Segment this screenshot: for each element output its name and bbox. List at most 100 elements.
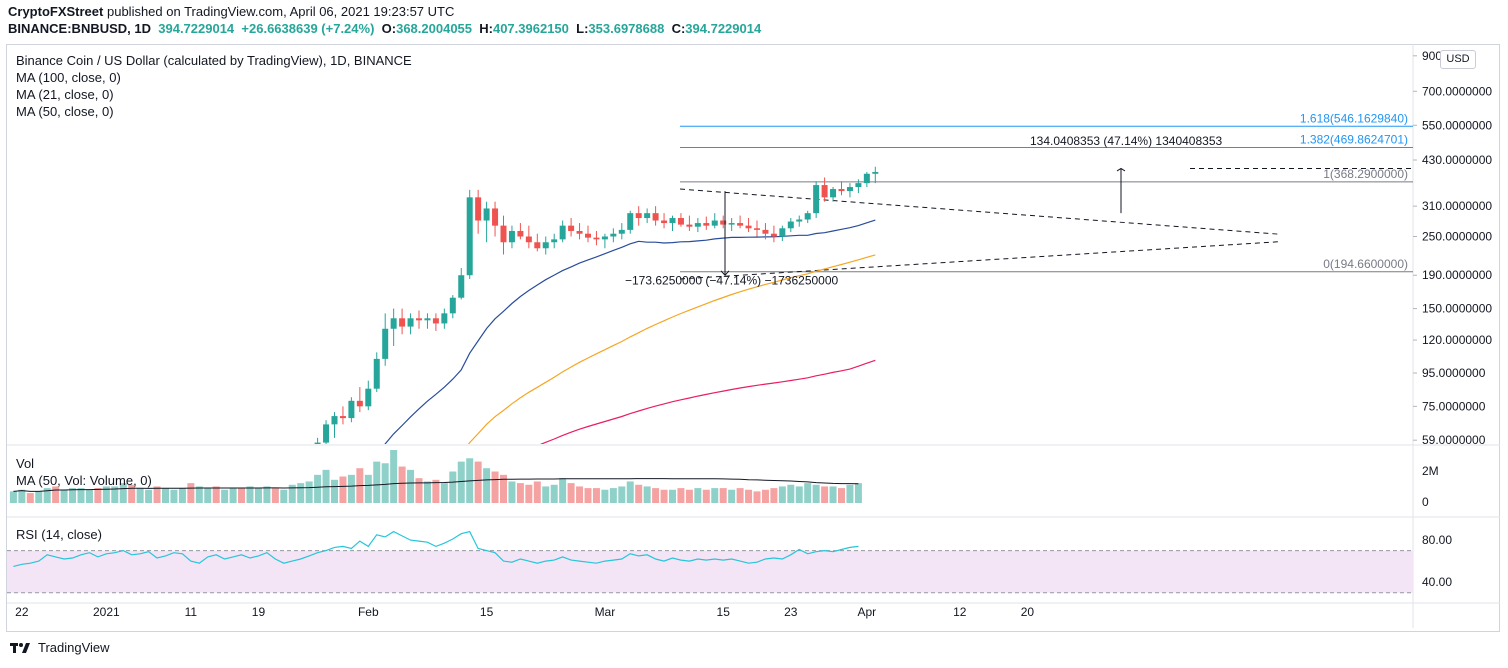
volume-bar bbox=[677, 488, 685, 503]
price-chart[interactable]: 900 700.0000000 550.0000000 430.0000000 310.… bbox=[0, 40, 1500, 632]
volume-bar bbox=[711, 488, 719, 503]
volume-bar bbox=[736, 488, 744, 503]
volume-bar bbox=[187, 483, 195, 503]
volume-legend[interactable]: Vol bbox=[16, 456, 35, 471]
volume-bar bbox=[271, 488, 279, 503]
symbol: BINANCE:BNBUSD, 1D bbox=[8, 21, 152, 36]
volume-bar bbox=[77, 488, 85, 503]
price-tick-label: 550.0000000 bbox=[1422, 118, 1492, 132]
volume-bar bbox=[153, 486, 161, 503]
price-tick-label: 190.0000000 bbox=[1422, 268, 1492, 282]
candle-body bbox=[846, 187, 853, 192]
candle-body bbox=[171, 485, 177, 488]
price-tick-label: 250.0000000 bbox=[1422, 230, 1492, 244]
candle-body bbox=[830, 189, 837, 198]
last-price: 394.7229014 bbox=[158, 21, 235, 36]
candle-body bbox=[179, 482, 185, 485]
candle-body bbox=[239, 475, 245, 478]
ma50-legend[interactable]: MA (50, close, 0) bbox=[16, 104, 114, 119]
high-value: 407.3962150 bbox=[492, 21, 569, 36]
price-tick-label: 95.0000000 bbox=[1422, 366, 1486, 380]
price-tick-label: 900 bbox=[1422, 49, 1442, 63]
candle-body bbox=[19, 520, 25, 522]
volume-bar bbox=[288, 484, 296, 503]
volume-bar bbox=[221, 489, 229, 503]
candle-body bbox=[103, 504, 109, 510]
volume-bar bbox=[238, 488, 246, 503]
candle-body bbox=[872, 171, 879, 174]
publish-info: CryptoFXStreet published on TradingView.… bbox=[8, 4, 454, 19]
candle-body bbox=[838, 189, 845, 192]
volume-bar bbox=[440, 483, 448, 503]
close-value: 394.7229014 bbox=[685, 21, 762, 36]
fib-label-0: 0(194.6600000) bbox=[1323, 257, 1408, 271]
candle-body bbox=[314, 442, 321, 444]
volume-bar bbox=[474, 461, 482, 503]
volume-bar bbox=[35, 491, 43, 503]
candle-body bbox=[323, 424, 330, 443]
volume-bar bbox=[542, 486, 550, 503]
candle-body bbox=[298, 455, 304, 460]
volume-bar bbox=[246, 486, 254, 503]
volume-bar bbox=[339, 476, 347, 503]
volume-bar bbox=[136, 488, 144, 503]
volume-bar bbox=[669, 489, 676, 503]
candle-body bbox=[255, 472, 261, 475]
volume-bar bbox=[364, 474, 372, 503]
volume-bar bbox=[373, 461, 381, 503]
candle-body bbox=[222, 478, 228, 481]
candle-body bbox=[593, 237, 600, 240]
candle-body bbox=[230, 475, 236, 478]
volume-bar bbox=[347, 474, 355, 503]
candle-body bbox=[44, 514, 50, 522]
volume-bar bbox=[787, 484, 795, 503]
time-tick-label: 22 bbox=[15, 605, 29, 619]
volume-bar bbox=[550, 484, 558, 503]
volume-bar bbox=[145, 489, 153, 503]
volume-bar bbox=[111, 486, 119, 503]
time-tick-label: 19 bbox=[252, 605, 266, 619]
low-value: 353.6978688 bbox=[588, 21, 665, 36]
volume-bar bbox=[821, 486, 829, 503]
ma100-legend[interactable]: MA (100, close, 0) bbox=[16, 70, 121, 85]
rsi-line bbox=[13, 530, 859, 567]
volume-bar bbox=[60, 489, 68, 503]
candle-body bbox=[458, 275, 465, 298]
volume-bar bbox=[407, 469, 415, 503]
tradingview-logo-icon bbox=[10, 642, 30, 653]
volume-ma-legend[interactable]: MA (50, Vol: Volume, 0) bbox=[16, 473, 152, 488]
rsi-legend[interactable]: RSI (14, close) bbox=[16, 527, 102, 542]
low-label: L: bbox=[576, 21, 589, 36]
candle-body bbox=[652, 213, 659, 221]
close-label: C: bbox=[671, 21, 686, 36]
volume-bar bbox=[685, 489, 693, 503]
volume-bar bbox=[398, 466, 406, 503]
candle-body bbox=[694, 223, 701, 227]
currency-badge[interactable]: USD bbox=[1440, 50, 1476, 69]
candle-body bbox=[711, 220, 718, 226]
price-tick-label: 430.0000000 bbox=[1422, 153, 1492, 167]
volume-bar bbox=[829, 486, 837, 503]
open-value: 368.2004055 bbox=[396, 21, 473, 36]
candle-body bbox=[247, 475, 253, 478]
candle-body bbox=[390, 318, 397, 329]
candle-body bbox=[754, 228, 760, 230]
candle-body bbox=[36, 522, 42, 523]
volume-bar bbox=[584, 488, 592, 503]
ma21-legend[interactable]: MA (21, close, 0) bbox=[16, 87, 114, 102]
candle-body bbox=[610, 233, 617, 237]
candle-body bbox=[466, 197, 473, 276]
volume-bar bbox=[601, 489, 609, 503]
price-tick-label: 700.0000000 bbox=[1422, 84, 1492, 98]
volume-bar bbox=[263, 486, 271, 503]
candle-body bbox=[568, 225, 575, 231]
ma50-line bbox=[467, 254, 876, 444]
candle-body bbox=[551, 239, 558, 243]
volume-bar bbox=[170, 489, 178, 503]
volume-bar bbox=[432, 479, 440, 503]
candle-body bbox=[70, 514, 76, 516]
volume-bar bbox=[26, 493, 34, 503]
candle-body bbox=[779, 228, 786, 237]
volume-bar bbox=[254, 488, 262, 503]
measure-down-arrowhead bbox=[720, 270, 730, 276]
